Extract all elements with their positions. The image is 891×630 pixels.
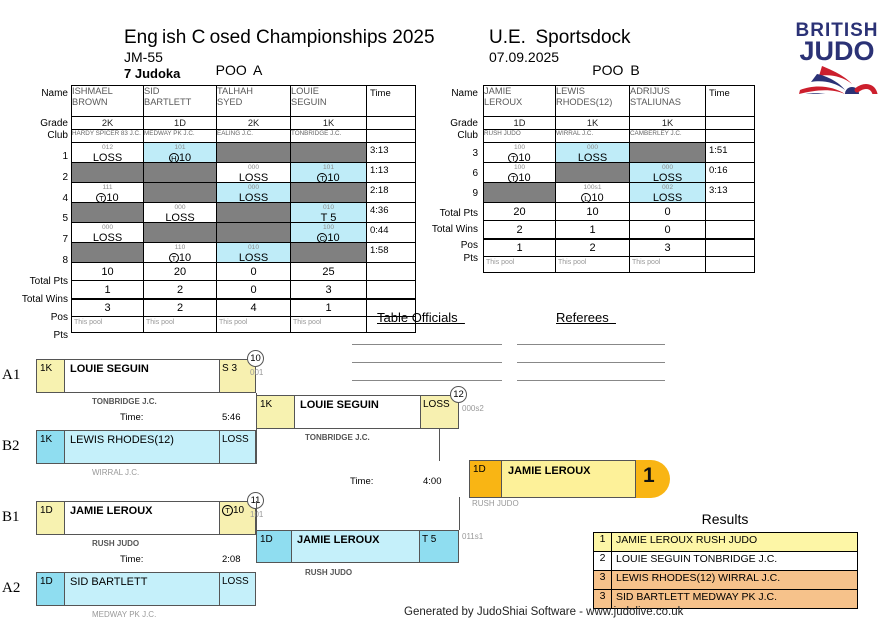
svg-text:JUDO: JUDO: [799, 36, 874, 66]
